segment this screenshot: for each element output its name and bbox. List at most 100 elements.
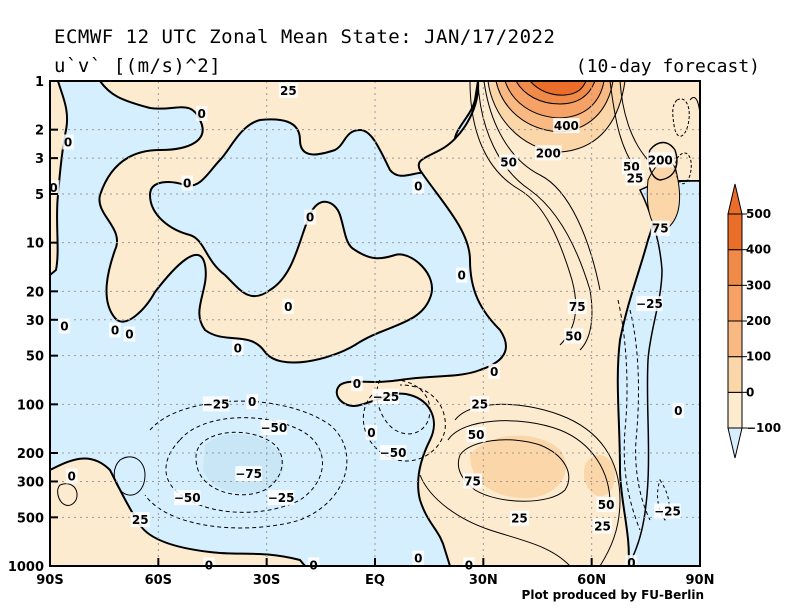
contour-label-bg <box>58 318 71 334</box>
contour-label-bg <box>509 510 529 526</box>
y-tick-label: 5 <box>35 188 44 203</box>
contour-label: 75 <box>464 474 481 488</box>
contour-label: 0 <box>67 470 75 484</box>
contour-label-bg <box>625 555 638 571</box>
contour-label: 25 <box>594 520 611 534</box>
contour-label: 0 <box>64 135 72 149</box>
colorbar-label: 500 <box>746 207 771 221</box>
contour-label-bg <box>282 299 295 315</box>
y-tick-label: 200 <box>17 447 44 462</box>
x-tick-label: EQ <box>365 573 385 588</box>
contour-label: 0 <box>367 426 375 440</box>
contour-label: −25 <box>636 297 663 311</box>
contour-label-bg <box>65 468 78 484</box>
contour-label: 0 <box>674 404 682 418</box>
contour-label-bg <box>202 396 230 412</box>
contour-label-bg <box>593 518 612 534</box>
contour-label: 75 <box>569 300 586 314</box>
y-tick-label: 20 <box>26 285 44 300</box>
contour-label: 0 <box>183 176 191 190</box>
colorbar-segment <box>727 391 743 429</box>
x-tick-label: 30S <box>253 573 280 588</box>
colorbar-lower-triangle <box>727 427 743 459</box>
contour-label: −25 <box>372 390 399 404</box>
contour-label: 0 <box>284 300 292 314</box>
x-tick-label: 60N <box>577 573 606 588</box>
contour-label-bg <box>596 497 616 513</box>
contour-label-bg <box>650 220 670 236</box>
contour-label: −25 <box>268 491 295 505</box>
colorbar-segment <box>727 356 743 393</box>
contour-label-bg <box>647 152 674 168</box>
colorbar: −100 0 100 200 300 400 500 <box>727 183 781 459</box>
contour-label: 50 <box>468 428 485 442</box>
contour-label: 200 <box>536 146 561 160</box>
contour-label: 25 <box>280 84 297 98</box>
contour-label-bg <box>109 322 121 338</box>
chart-subtitle: u`v` [(m/s)^2] <box>54 55 222 77</box>
contour-label: 0 <box>197 107 205 121</box>
contour-label-bg <box>379 444 407 460</box>
contour-label: 400 <box>554 119 579 133</box>
contour-label: 0 <box>49 181 57 195</box>
contour-label-bg <box>123 326 136 342</box>
y-tick-label: 3 <box>35 152 44 167</box>
contour-label: −25 <box>654 504 681 518</box>
contour-label: 50 <box>500 156 517 170</box>
contour-label-bg <box>499 154 519 170</box>
contour-label: 0 <box>234 341 242 355</box>
y-tick-label: 500 <box>17 511 44 526</box>
contour-label-bg <box>672 403 685 419</box>
y-tick-label: 300 <box>17 475 44 490</box>
contour-label: 75 <box>652 222 669 236</box>
contour-label-bg <box>535 145 562 161</box>
contour-label-bg <box>351 376 363 392</box>
y-tick-label: 50 <box>26 350 44 365</box>
colorbar-label: 100 <box>746 350 771 364</box>
colorbar-label: −100 <box>746 421 781 435</box>
contour-label-bg <box>47 180 60 196</box>
contour-label-bg <box>181 175 193 191</box>
contour-label: 0 <box>414 552 422 566</box>
contour-label: 0 <box>111 324 119 338</box>
contour-label-bg <box>455 267 468 283</box>
colorbar-label: 400 <box>746 243 771 257</box>
x-tick-label: 30N <box>469 573 498 588</box>
contour-label-bg <box>654 503 681 519</box>
contour-label: 25 <box>471 397 488 411</box>
chart-title: ECMWF 12 UTC Zonal Mean State: JAN/17/20… <box>54 26 556 48</box>
contour-label: 200 <box>648 153 673 167</box>
y-tick-label: 10 <box>26 237 44 252</box>
y-axis: 1 2 3 5 10 20 30 50 100 200 300 500 1000 <box>8 75 58 575</box>
contour-label-bg <box>463 473 482 489</box>
contour-label: 50 <box>565 329 582 343</box>
contour-label-bg <box>267 490 295 506</box>
contour-label-bg <box>203 557 215 573</box>
contour-label-bg <box>173 490 201 506</box>
y-tick-label: 100 <box>17 398 44 413</box>
contour-label: 0 <box>414 180 422 194</box>
contour-label-bg <box>372 388 400 404</box>
x-tick-label: 60S <box>145 573 172 588</box>
contour-label: 0 <box>457 269 465 283</box>
colorbar-label: 200 <box>746 314 771 328</box>
credit-text: Plot produced by FU-Berlin <box>521 588 704 602</box>
colorbar-segment <box>727 320 743 358</box>
x-axis: 90S 60S 30S EQ 30N 60N 90N <box>36 558 714 588</box>
contour-label: 0 <box>627 556 635 570</box>
contour-label: 50 <box>598 498 615 512</box>
contour-label: 0 <box>125 328 133 342</box>
colorbar-label: 300 <box>746 278 771 292</box>
contour-label: 0 <box>353 377 361 391</box>
contour-label: 0 <box>60 319 68 333</box>
y-tick-label: 1 <box>35 75 44 90</box>
contour-label-bg <box>62 134 74 150</box>
contour-label: 25 <box>627 171 644 185</box>
contour-label-bg <box>195 105 208 121</box>
negative-region-polar <box>627 180 700 566</box>
contour-label-bg <box>466 427 486 443</box>
contour-label-bg <box>232 340 244 356</box>
contour-label-bg <box>412 178 425 194</box>
contour-label-bg <box>130 512 150 528</box>
